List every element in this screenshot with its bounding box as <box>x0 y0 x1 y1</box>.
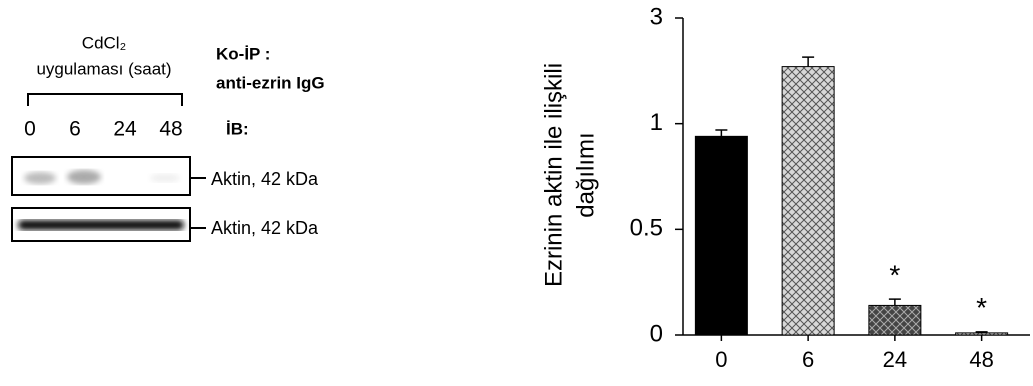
y-tick-label: 3 <box>650 3 663 30</box>
band <box>150 174 180 182</box>
lane-label: 0 <box>24 118 36 141</box>
ib-label: İB: <box>226 119 249 138</box>
error-bar <box>715 130 727 136</box>
band-label: Aktin, 42 kDa <box>211 169 319 189</box>
bar-chart: Ezrinin aktin ile ilişkili dağılımı 0 0.5… <box>540 3 1030 371</box>
lane-label: 24 <box>113 118 137 141</box>
figure: CdCl₂ uygulaması (saat) 0 6 24 48 Ko-İP … <box>0 0 1033 381</box>
y-axis-label: Ezrinin aktin ile ilişkili <box>540 63 567 287</box>
lane-label: 6 <box>69 118 81 141</box>
treatment-label: uygulaması (saat) <box>36 59 171 78</box>
bar <box>782 67 834 335</box>
x-tick-label: 24 <box>883 347 907 372</box>
error-bar <box>802 57 814 67</box>
y-axis-label: dağılımı <box>572 132 599 217</box>
ip-label: Ko-İP : <box>216 44 270 63</box>
significance-marker: * <box>889 259 900 290</box>
y-tick-label: 0 <box>650 320 663 347</box>
band <box>24 172 56 184</box>
bracket <box>28 94 182 106</box>
y-tick-label: 0.5 <box>630 215 663 242</box>
y-tick-label: 1 <box>650 109 663 136</box>
bar <box>869 305 921 335</box>
ip-label: anti-ezrin IgG <box>216 73 325 92</box>
treatment-label: CdCl₂ <box>82 33 126 52</box>
western-blot: CdCl₂ uygulaması (saat) 0 6 24 48 Ko-İP … <box>12 33 325 241</box>
band-label: Aktin, 42 kDa <box>211 218 319 238</box>
bar <box>695 136 747 335</box>
x-tick-label: 0 <box>715 347 727 372</box>
x-tick-label: 6 <box>802 347 814 372</box>
error-bar <box>889 299 901 305</box>
x-tick-label: 48 <box>969 347 993 372</box>
lane-label: 48 <box>159 118 182 141</box>
significance-marker: * <box>976 292 987 323</box>
bar <box>956 333 1008 335</box>
band <box>18 220 184 230</box>
band <box>67 170 101 184</box>
